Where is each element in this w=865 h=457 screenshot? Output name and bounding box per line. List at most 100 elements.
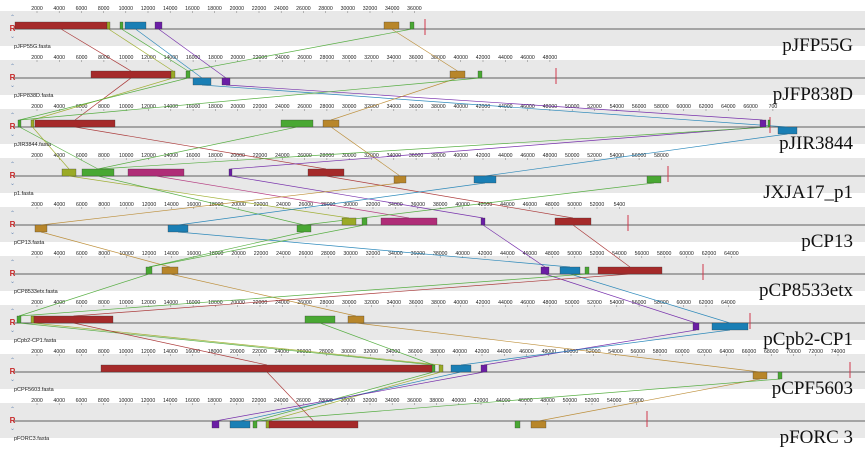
ruler-tick-label: 40000 <box>453 55 468 61</box>
lcb-block[interactable] <box>30 119 35 128</box>
move-up-icon[interactable]: ⌃ <box>9 260 16 266</box>
lcb-block[interactable] <box>34 119 116 128</box>
lcb-block[interactable] <box>646 175 662 184</box>
lcb-block[interactable] <box>347 315 365 324</box>
lcb-block[interactable] <box>90 70 172 79</box>
lcb-block[interactable] <box>477 70 483 79</box>
lcb-block[interactable] <box>711 322 749 331</box>
lcb-block[interactable] <box>296 224 312 233</box>
lcb-block[interactable] <box>438 364 444 373</box>
lcb-block[interactable] <box>161 266 179 275</box>
lcb-block[interactable] <box>14 21 108 30</box>
lcb-block[interactable] <box>307 168 345 177</box>
lcb-block[interactable] <box>584 266 590 275</box>
lcb-block[interactable] <box>221 77 231 86</box>
lcb-block[interactable] <box>559 266 581 275</box>
ruler-tick-label: 12000 <box>141 153 156 159</box>
lcb-block[interactable] <box>304 315 336 324</box>
lcb-block[interactable] <box>124 21 147 30</box>
lcb-block[interactable] <box>280 119 314 128</box>
move-up-icon[interactable]: ⌃ <box>9 15 16 21</box>
lcb-block[interactable] <box>692 322 700 331</box>
lcb-block[interactable] <box>229 420 251 429</box>
ruler-tick-label: 4000 <box>54 251 66 257</box>
lcb-block[interactable] <box>16 315 22 324</box>
lcb-block[interactable] <box>540 266 550 275</box>
lcb-block[interactable] <box>450 364 472 373</box>
lcb-block[interactable] <box>81 168 115 177</box>
sequence-file-name: pJFP838D.fasta <box>14 93 54 99</box>
reverse-button[interactable]: R <box>9 73 16 82</box>
lcb-block[interactable] <box>127 168 185 177</box>
lcb-block[interactable] <box>380 217 438 226</box>
lcb-block[interactable] <box>252 420 258 429</box>
move-up-icon[interactable]: ⌃ <box>9 162 16 168</box>
lcb-block[interactable] <box>322 119 340 128</box>
lcb-block[interactable] <box>192 77 212 86</box>
lcb-block[interactable] <box>597 266 663 275</box>
lcb-block[interactable] <box>185 70 191 79</box>
ruler-tick-label: 36000 <box>409 55 424 61</box>
lcb-block[interactable] <box>61 168 77 177</box>
lcb-block[interactable] <box>431 364 436 373</box>
move-down-icon[interactable]: ⌄ <box>9 377 16 383</box>
lcb-block[interactable] <box>473 175 497 184</box>
lcb-block[interactable] <box>33 315 114 324</box>
move-down-icon[interactable]: ⌄ <box>9 34 16 40</box>
lcb-block[interactable] <box>383 21 400 30</box>
lcb-block[interactable] <box>154 21 163 30</box>
lcb-block[interactable] <box>228 168 233 177</box>
move-down-icon[interactable]: ⌄ <box>9 426 16 432</box>
lcb-block[interactable] <box>100 364 434 373</box>
move-up-icon[interactable]: ⌃ <box>9 309 16 315</box>
move-up-icon[interactable]: ⌃ <box>9 211 16 217</box>
move-down-icon[interactable]: ⌄ <box>9 328 16 334</box>
lcb-block[interactable] <box>409 21 415 30</box>
lcb-block[interactable] <box>480 217 486 226</box>
reverse-button[interactable]: R <box>9 122 16 131</box>
lcb-block[interactable] <box>268 420 359 429</box>
lcb-block[interactable] <box>145 266 153 275</box>
lcb-block[interactable] <box>30 315 35 324</box>
reverse-button[interactable]: R <box>9 171 16 180</box>
move-down-icon[interactable]: ⌄ <box>9 132 16 138</box>
move-up-icon[interactable]: ⌃ <box>9 407 16 413</box>
lcb-block[interactable] <box>17 119 22 128</box>
move-up-icon[interactable]: ⌃ <box>9 113 16 119</box>
lcb-block[interactable] <box>752 371 768 380</box>
lcb-block[interactable] <box>211 420 220 429</box>
lcb-block[interactable] <box>341 217 357 226</box>
reverse-button[interactable]: R <box>9 24 16 33</box>
reverse-button[interactable]: R <box>9 269 16 278</box>
move-down-icon[interactable]: ⌄ <box>9 279 16 285</box>
move-down-icon[interactable]: ⌄ <box>9 83 16 89</box>
ruler-tick-label: 50000 <box>563 398 578 404</box>
move-up-icon[interactable]: ⌃ <box>9 64 16 70</box>
ruler-tick-label: 14000 <box>164 104 179 110</box>
lcb-block[interactable] <box>167 224 189 233</box>
lcb-block[interactable] <box>514 420 521 429</box>
lcb-block[interactable] <box>449 70 466 79</box>
reverse-button[interactable]: R <box>9 367 16 376</box>
lcb-block[interactable] <box>554 217 592 226</box>
move-up-icon[interactable]: ⌃ <box>9 358 16 364</box>
lcb-block[interactable] <box>777 371 783 380</box>
reverse-button[interactable]: R <box>9 416 16 425</box>
lcb-block[interactable] <box>119 21 124 30</box>
reverse-button[interactable]: R <box>9 318 16 327</box>
lcb-block[interactable] <box>530 420 547 429</box>
lcb-block[interactable] <box>106 21 111 30</box>
lcb-block[interactable] <box>777 126 798 135</box>
lcb-block[interactable] <box>393 175 407 184</box>
homology-connector <box>169 273 357 317</box>
lcb-block[interactable] <box>480 364 488 373</box>
lcb-block[interactable] <box>767 119 771 128</box>
ruler-tick-label: 26000 <box>297 300 312 306</box>
move-down-icon[interactable]: ⌄ <box>9 230 16 236</box>
lcb-block[interactable] <box>170 70 176 79</box>
move-down-icon[interactable]: ⌄ <box>9 181 16 187</box>
lcb-block[interactable] <box>361 217 368 226</box>
lcb-block[interactable] <box>759 119 767 128</box>
reverse-button[interactable]: R <box>9 220 16 229</box>
lcb-block[interactable] <box>34 224 48 233</box>
